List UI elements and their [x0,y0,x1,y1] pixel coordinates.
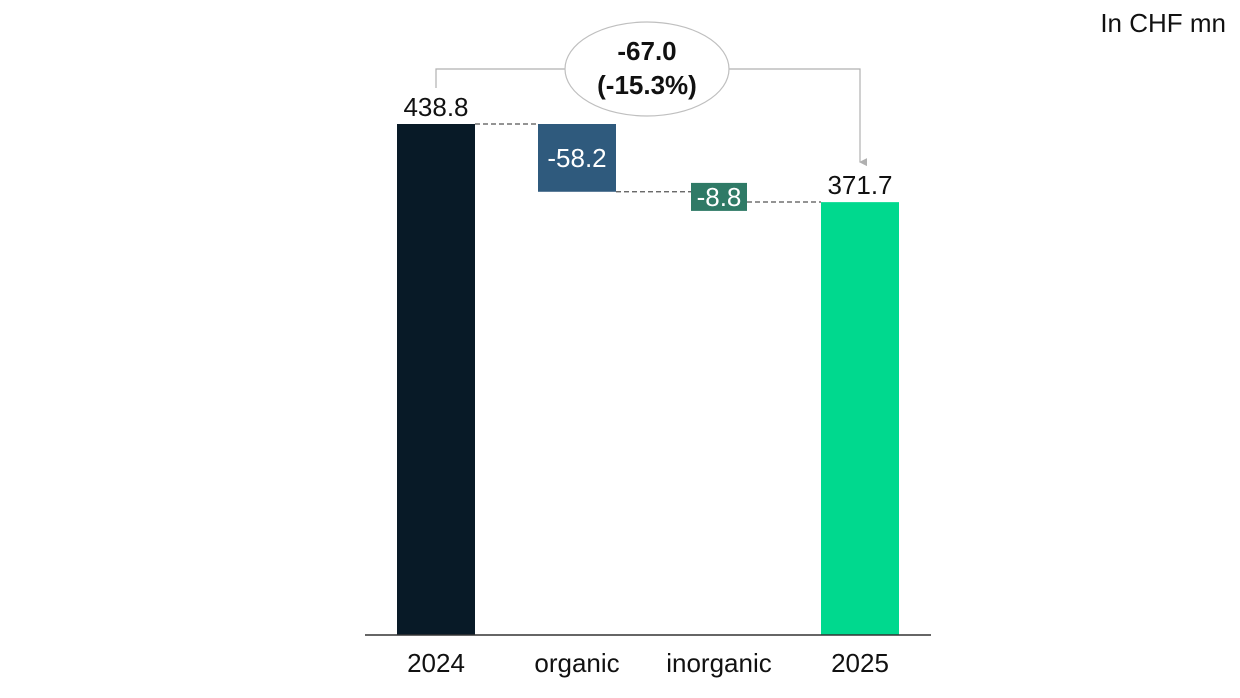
change-value: -67.0 [617,36,676,66]
change-bracket-left [435,68,570,88]
category-label-organic: organic [534,648,619,678]
inorganic-value-box [691,182,747,211]
change-percent: (-15.3%) [597,70,697,100]
bar-2024 [397,124,475,635]
category-label-inorganic: inorganic [666,648,772,678]
value-label-organic: -58.2 [547,143,606,173]
change-bubble [564,21,730,117]
bar-2025 [821,202,899,635]
category-label-2025: 2025 [831,648,889,678]
value-label-2025: 371.7 [827,170,892,200]
category-label-2024: 2024 [407,648,465,678]
value-label-inorganic: -8.8 [697,182,742,212]
unit-label: In CHF mn [1100,8,1226,38]
value-label-2024: 438.8 [403,92,468,122]
change-bracket-arrow [728,68,867,167]
bar-organic [538,124,616,192]
